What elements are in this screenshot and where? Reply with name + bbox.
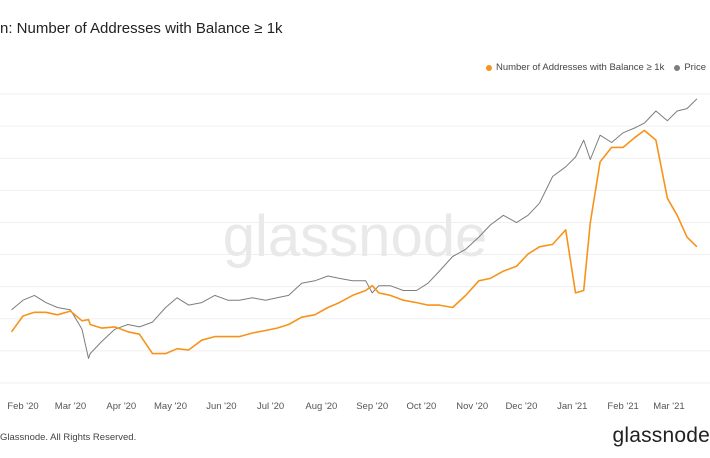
x-axis-ticks: Feb '20 Mar '20 Apr '20 May '20 Jun '20 Jul '… bbox=[7, 401, 684, 412]
chart-title: n: Number of Addresses with Balance ≥ 1k bbox=[0, 20, 283, 37]
watermark-text: glassnode bbox=[223, 204, 487, 269]
legend-swatch-price bbox=[674, 64, 681, 71]
x-tick-label: Sep '20 bbox=[356, 401, 388, 412]
series-line-price bbox=[11, 98, 698, 359]
x-tick-label: Aug '20 bbox=[305, 401, 337, 412]
legend-item-price[interactable]: Price bbox=[674, 62, 706, 73]
x-tick-label: Nov '20 bbox=[456, 401, 488, 412]
brand-logo-text: glassnode bbox=[612, 424, 710, 447]
x-tick-label: Feb '21 bbox=[607, 401, 638, 412]
gridlines bbox=[0, 93, 710, 384]
chart-legend: Number of Addresses with Balance ≥ 1k Pr… bbox=[485, 62, 706, 73]
x-tick-label: Dec '20 bbox=[505, 401, 537, 412]
x-tick-label: Feb '20 bbox=[7, 401, 38, 412]
x-tick-label: May '20 bbox=[154, 401, 187, 412]
series-line-addresses bbox=[10, 129, 698, 355]
legend-label-price: Price bbox=[684, 62, 706, 73]
x-tick-label: Mar '21 bbox=[653, 401, 684, 412]
copyright-footer: Glassnode. All Rights Reserved. bbox=[0, 432, 137, 443]
line-chart: glassnode Feb '20 Mar '20 Apr '20 May '20 Ju… bbox=[0, 93, 710, 412]
series-layer bbox=[10, 98, 698, 359]
x-tick-label: Jan '21 bbox=[557, 401, 587, 412]
legend-swatch-addresses bbox=[485, 64, 492, 71]
x-tick-label: Oct '20 bbox=[406, 401, 436, 412]
x-tick-label: Jul '20 bbox=[257, 401, 284, 412]
legend-label-addresses: Number of Addresses with Balance ≥ 1k bbox=[495, 62, 665, 73]
x-tick-label: Mar '20 bbox=[55, 401, 86, 412]
legend-item-addresses[interactable]: Number of Addresses with Balance ≥ 1k bbox=[485, 62, 665, 73]
x-tick-label: Jun '20 bbox=[206, 401, 236, 412]
x-tick-label: Apr '20 bbox=[106, 401, 136, 412]
